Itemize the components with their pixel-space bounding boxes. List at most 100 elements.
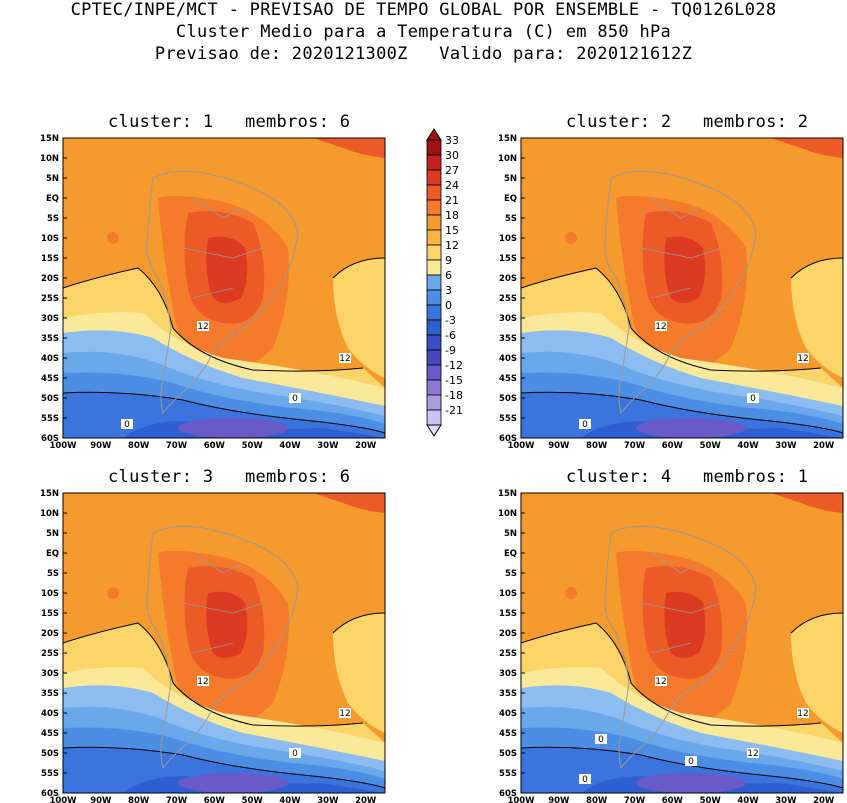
lon-tick-label: 50W <box>700 796 722 803</box>
lat-tick-label: EQ <box>504 549 517 559</box>
colorbar-label: -3 <box>445 314 456 327</box>
country-borders <box>182 552 264 654</box>
contour-12 <box>63 267 364 372</box>
lat-tick-label: 50S <box>41 394 59 404</box>
colorbar-label: -21 <box>445 404 463 417</box>
title-line-2: Cluster Medio para a Temperatura (C) em … <box>175 22 672 42</box>
panel-title: cluster: 2 membros: 2 <box>566 112 809 132</box>
lat-tick-label: 20S <box>499 629 517 639</box>
lon-tick-label: 80W <box>586 796 608 803</box>
contour-label: 0 <box>747 393 759 404</box>
panel-title: cluster: 4 membros: 1 <box>566 467 809 487</box>
contour-12 <box>790 257 843 279</box>
colorbar-swatch <box>426 184 442 201</box>
colorbar-label: 21 <box>445 194 459 207</box>
colorbar-label: 0 <box>445 299 452 312</box>
colorbar-label: 15 <box>445 224 459 237</box>
lon-tick-label: 100W <box>49 796 77 803</box>
lat-tick-label: 45S <box>41 729 59 739</box>
country-borders <box>182 197 264 299</box>
colorbar-swatch <box>426 169 442 186</box>
colorbar-swatch <box>426 334 442 351</box>
country-borders <box>640 552 722 654</box>
colorbar-swatch <box>426 394 442 411</box>
lat-tick-label: 35S <box>41 334 59 344</box>
lon-tick-label: 50W <box>242 796 264 803</box>
lat-tick-label: 5S <box>505 569 517 579</box>
lat-tick-label: 60S <box>41 789 59 799</box>
contour-12 <box>332 612 385 634</box>
contour-label: 0 <box>579 774 591 785</box>
lon-tick-label: 60W <box>204 441 226 451</box>
colorbar-swatch <box>426 244 442 261</box>
lat-tick-label: 15S <box>41 254 59 264</box>
colorbar-label: 24 <box>445 179 459 192</box>
lat-tick-label: 20S <box>41 274 59 284</box>
contour-12 <box>63 622 364 727</box>
lon-tick-label: 30W <box>775 796 797 803</box>
lat-tick-label: 50S <box>499 749 517 759</box>
contour-label: 0 <box>289 748 301 759</box>
lon-tick-label: 70W <box>166 441 188 451</box>
svg-text:12: 12 <box>339 709 350 719</box>
lat-tick-label: 15N <box>40 489 59 499</box>
colorbar-swatch <box>426 259 442 276</box>
continent-outline <box>146 525 299 770</box>
contour-label: 12 <box>655 676 667 687</box>
colorbar-label: 6 <box>445 269 452 282</box>
colorbar-label: -15 <box>445 374 463 387</box>
lon-tick-label: 90W <box>548 796 570 803</box>
lat-tick-label: 10S <box>499 589 517 599</box>
lat-tick-label: 60S <box>499 789 517 799</box>
colorbar-arrow-top <box>426 128 442 141</box>
continent-outline <box>604 170 757 415</box>
lon-tick-label: 80W <box>128 441 150 451</box>
lat-tick-label: 35S <box>499 689 517 699</box>
title-line-1: CPTEC/INPE/MCT - PREVISAO DE TEMPO GLOBA… <box>70 0 777 20</box>
svg-text:0: 0 <box>292 394 298 404</box>
panel-title: cluster: 1 membros: 6 <box>108 112 351 132</box>
contour-0 <box>63 746 385 789</box>
lon-tick-label: 80W <box>128 796 150 803</box>
lon-tick-label: 70W <box>166 796 188 803</box>
map-panel-cluster-3: cluster: 3 membros: 6 12 12 0 15N 10N 5N EQ 5S 1… <box>0 465 400 803</box>
lon-tick-label: 40W <box>737 441 759 451</box>
lat-tick-label: 40S <box>499 709 517 719</box>
lat-tick-label: 10S <box>499 234 517 244</box>
colorbar-label: 9 <box>445 254 452 267</box>
svg-text:12: 12 <box>197 322 208 332</box>
colorbar-swatch <box>426 379 442 396</box>
contour-12 <box>521 267 822 372</box>
lat-tick-label: 30S <box>499 314 517 324</box>
colorbar-swatch <box>426 409 442 426</box>
lat-tick-label: EQ <box>504 194 517 204</box>
lat-tick-label: 5N <box>46 529 59 539</box>
lat-tick-label: 35S <box>41 689 59 699</box>
lat-tick-label: 5N <box>46 174 59 184</box>
colorbar-label: 27 <box>445 164 459 177</box>
lon-tick-label: 60W <box>204 796 226 803</box>
colorbar-swatch <box>426 364 442 381</box>
lat-tick-label: EQ <box>46 194 59 204</box>
contour-label: 0 <box>685 756 697 767</box>
lat-tick-label: 40S <box>41 354 59 364</box>
contour-label: 12 <box>197 676 209 687</box>
svg-text:0: 0 <box>582 775 588 785</box>
colorbar-label: -18 <box>445 389 463 402</box>
lon-tick-label: 30W <box>775 441 797 451</box>
colorbar-label: 30 <box>445 149 459 162</box>
lat-tick-label: 10S <box>41 234 59 244</box>
lat-tick-label: 10N <box>40 154 59 164</box>
colorbar-swatch <box>426 289 442 306</box>
lat-tick-label: 15S <box>499 609 517 619</box>
colorbar-swatch <box>426 349 442 366</box>
colorbar-swatch <box>426 229 442 246</box>
lat-tick-label: 35S <box>499 334 517 344</box>
colorbar-label: 18 <box>445 209 459 222</box>
lon-tick-label: 90W <box>90 796 112 803</box>
lon-tick-label: 70W <box>624 441 646 451</box>
map-panel-cluster-4: cluster: 4 membros: 1 12 12 12 0 0 0 15N 10N 5N E… <box>458 465 847 803</box>
svg-text:12: 12 <box>797 354 808 364</box>
lon-tick-label: 30W <box>317 441 339 451</box>
contour-12 <box>521 622 822 727</box>
